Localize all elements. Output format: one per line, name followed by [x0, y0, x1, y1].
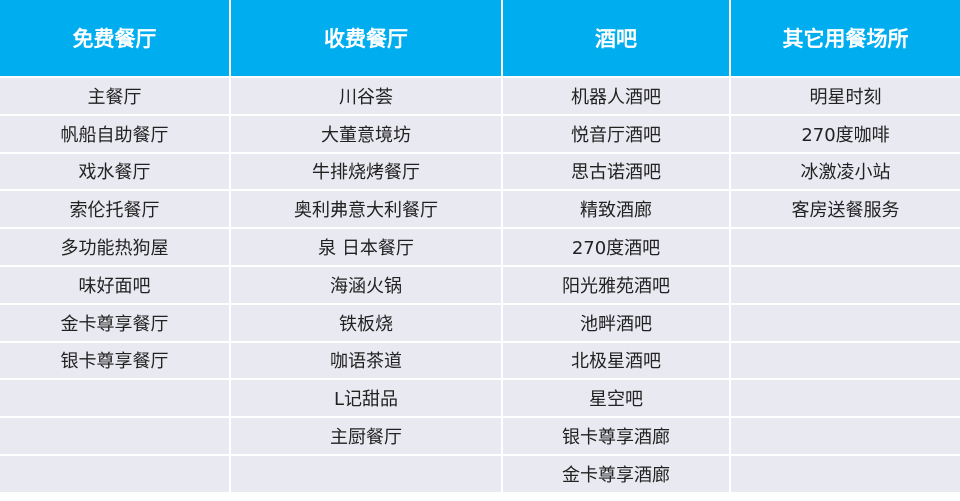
table-row: 戏水餐厅 牛排烧烤餐厅 思古诺酒吧 冰激凌小站	[0, 151, 960, 192]
table-cell: 泉 日本餐厅	[229, 227, 503, 267]
table-cell: 悦音厅酒吧	[501, 113, 731, 154]
table-cell: 星空吧	[501, 378, 731, 419]
table-cell: 精致酒廊	[501, 189, 731, 230]
table-cell: 机器人酒吧	[501, 76, 731, 116]
table-cell: 主厨餐厅	[229, 416, 503, 456]
table-cell	[229, 453, 503, 494]
table-cell: 戏水餐厅	[0, 151, 231, 192]
table-cell: 思古诺酒吧	[501, 151, 731, 192]
table-cell: 金卡尊享餐厅	[0, 302, 231, 343]
table-cell	[729, 378, 960, 419]
table-cell: 冰激凌小站	[729, 151, 960, 192]
table-cell	[729, 264, 960, 305]
table-cell: 大董意境坊	[229, 113, 503, 154]
table-row: 味好面吧 海涵火锅 阳光雅苑酒吧	[0, 264, 960, 305]
table-cell: 客房送餐服务	[729, 189, 960, 230]
table-cell	[0, 416, 231, 456]
table-cell: 牛排烧烤餐厅	[229, 151, 503, 192]
table-cell: 270度咖啡	[729, 113, 960, 154]
table-cell	[0, 453, 231, 494]
table-row: 金卡尊享餐厅 铁板烧 池畔酒吧	[0, 302, 960, 343]
table-cell: 味好面吧	[0, 264, 231, 305]
table-cell: 主餐厅	[0, 76, 231, 116]
table-cell: 帆船自助餐厅	[0, 113, 231, 154]
table-row: 银卡尊享餐厅 咖语茶道 北极星酒吧	[0, 340, 960, 381]
table-cell: 咖语茶道	[229, 340, 503, 381]
table-cell: 银卡尊享餐厅	[0, 340, 231, 381]
header-bars: 酒吧	[501, 0, 731, 78]
table-row: 金卡尊享酒廊	[0, 453, 960, 494]
header-row: 免费餐厅 收费餐厅 酒吧 其它用餐场所	[0, 0, 960, 78]
table-cell	[0, 378, 231, 419]
table-cell: 明星时刻	[729, 76, 960, 116]
table-cell: 奥利弗意大利餐厅	[229, 189, 503, 230]
table-row: 主餐厅 川谷荟 机器人酒吧 明星时刻	[0, 76, 960, 116]
table-row: L记甜品 星空吧	[0, 378, 960, 419]
table-cell: 多功能热狗屋	[0, 227, 231, 267]
table-cell: 海涵火锅	[229, 264, 503, 305]
header-paid-restaurants: 收费餐厅	[229, 0, 503, 78]
table-cell: 270度酒吧	[501, 227, 731, 267]
table-cell: L记甜品	[229, 378, 503, 419]
table-row: 多功能热狗屋泉 日本餐厅 270度酒吧	[0, 227, 960, 267]
table-cell: 银卡尊享酒廊	[501, 416, 731, 456]
table-cell	[729, 416, 960, 456]
table-cell	[729, 453, 960, 494]
table-row: 主厨餐厅 银卡尊享酒廊	[0, 416, 960, 456]
table-cell	[729, 302, 960, 343]
table-cell: 北极星酒吧	[501, 340, 731, 381]
table-cell: 金卡尊享酒廊	[501, 453, 731, 494]
table-cell: 索伦托餐厅	[0, 189, 231, 230]
header-free-restaurants: 免费餐厅	[0, 0, 231, 78]
table-cell: 池畔酒吧	[501, 302, 731, 343]
table-cell	[729, 340, 960, 381]
table-cell: 川谷荟	[229, 76, 503, 116]
table-row: 帆船自助餐厅 大董意境坊 悦音厅酒吧 270度咖啡	[0, 113, 960, 154]
table-cell: 铁板烧	[229, 302, 503, 343]
table-cell	[729, 227, 960, 267]
table-row: 索伦托餐厅 奥利弗意大利餐厅 精致酒廊 客房送餐服务	[0, 189, 960, 230]
header-other-dining: 其它用餐场所	[729, 0, 960, 78]
table-cell: 阳光雅苑酒吧	[501, 264, 731, 305]
